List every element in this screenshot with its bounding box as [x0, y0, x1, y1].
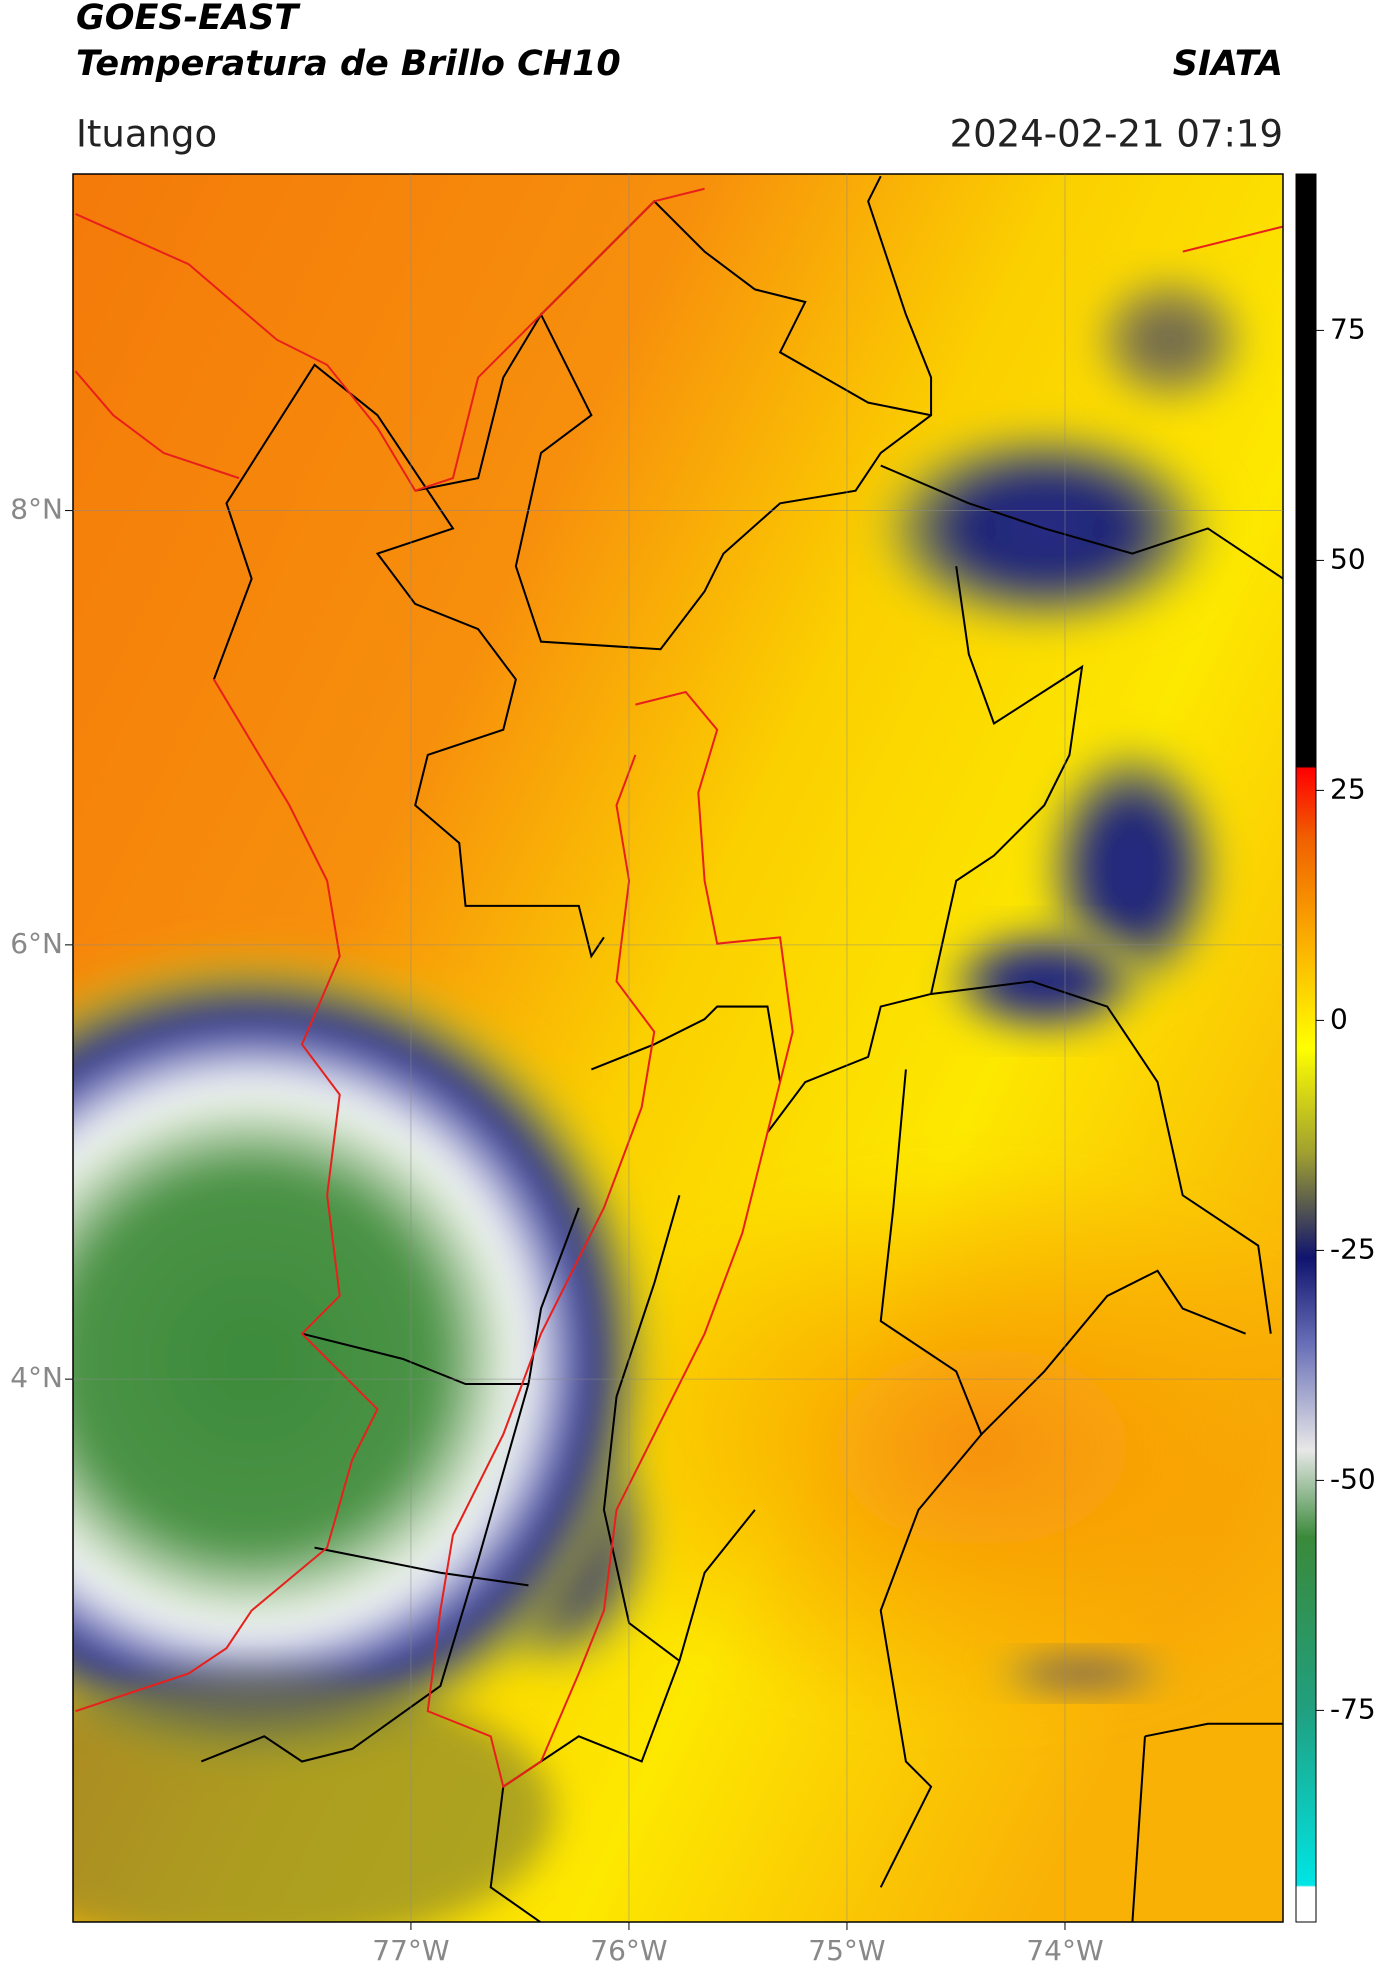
colorbar-tick-label: -25	[1330, 1232, 1376, 1265]
title: GOES-EAST	[76, 0, 301, 38]
source: SIATA	[1173, 44, 1283, 84]
colorbar-tick-label: 50	[1330, 542, 1366, 575]
map	[73, 174, 1283, 1922]
colorbar-tick-label: 25	[1330, 772, 1366, 805]
colorbar	[1295, 173, 1317, 1923]
map-frame	[72, 173, 1284, 1923]
location: Ituango	[76, 113, 217, 156]
y-tick-label: 6°N	[10, 927, 63, 960]
subtitle: Temperatura de Brillo CH10	[76, 44, 621, 84]
x-tick-label: 77°W	[372, 1934, 449, 1967]
x-tick-label: 74°W	[1026, 1934, 1103, 1967]
y-tick-label: 8°N	[10, 493, 63, 526]
y-tick-label: 4°N	[10, 1361, 63, 1394]
colorbar-axis: -75 -50 -25 0 25 50 75	[1316, 312, 1376, 1725]
axes: 77°W 76°W 75°W 74°W 4°N 6°N 8°N	[10, 174, 1283, 1967]
colorbar-tick-label: 0	[1330, 1002, 1348, 1035]
datetime: 2024-02-21 07:19	[950, 113, 1283, 156]
colorbar-tick-label: 75	[1330, 312, 1366, 345]
colorbar-tick-label: -50	[1330, 1462, 1376, 1495]
colorbar-tick-label: -75	[1330, 1692, 1376, 1725]
x-tick-label: 75°W	[808, 1934, 885, 1967]
imagery	[73, 175, 1283, 1922]
x-tick-label: 76°W	[590, 1934, 667, 1967]
